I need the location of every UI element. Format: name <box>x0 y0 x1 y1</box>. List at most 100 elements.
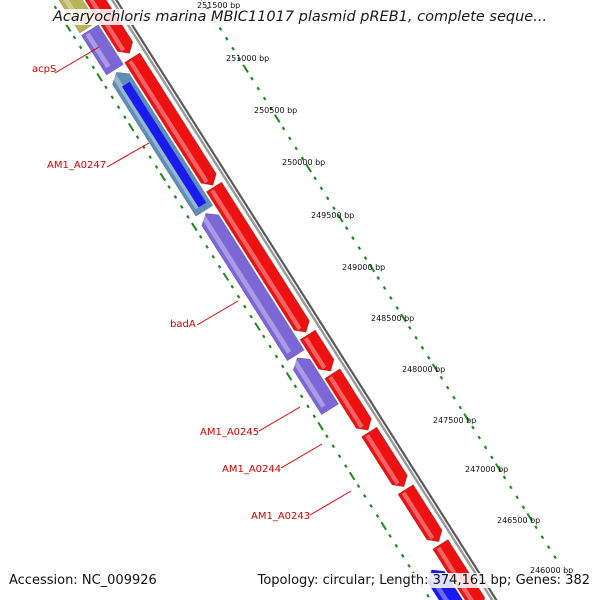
outer-tick-minor <box>256 86 261 91</box>
inner-tick-minor <box>293 384 298 389</box>
genes-value: 382 <box>565 573 590 588</box>
reverse-cds-am1-a0245 <box>292 357 339 416</box>
inner-tick-minor <box>135 135 140 140</box>
inner-tick-major <box>285 372 293 381</box>
position-label: 250000 bp <box>282 158 325 167</box>
inner-tick-minor <box>243 304 247 309</box>
gene-label: AM1_A0244 <box>222 464 281 475</box>
accession-info: Accession: NC_009926 <box>9 573 157 588</box>
inner-tick-minor <box>123 115 127 120</box>
outer-tick-minor <box>351 236 355 241</box>
outer-tick-minor <box>445 385 450 390</box>
outer-tick-minor <box>420 345 425 350</box>
forward-cds-7-highlight <box>401 491 435 540</box>
gene-label-leader <box>196 300 239 326</box>
accession-value: NC_009926 <box>81 573 157 588</box>
map-title: Acaryochloris marina MBIC11017 plasmid p… <box>0 9 600 25</box>
outer-tick-minor <box>250 76 254 81</box>
outer-tick-minor <box>477 435 482 440</box>
outer-tick-minor <box>344 226 349 231</box>
outer-tick-minor <box>325 196 330 201</box>
inner-tick-minor <box>211 254 216 259</box>
inner-tick-minor <box>325 434 329 439</box>
gene-label: AM1_A0243 <box>251 511 310 522</box>
outer-tick-minor <box>389 295 393 300</box>
forward-cds-5-highlight <box>328 376 364 429</box>
outer-tick-minor <box>471 425 475 430</box>
outer-tick-major <box>400 313 407 323</box>
inner-tick-minor <box>53 5 58 10</box>
outer-tick-minor <box>483 445 488 450</box>
outer-tick-minor <box>294 146 298 151</box>
outer-tick-minor <box>452 395 456 400</box>
outer-tick-minor <box>363 256 368 261</box>
outer-tick-major <box>305 164 313 173</box>
forward-cds-7 <box>397 484 443 543</box>
outer-tick-minor <box>357 246 362 251</box>
position-label: 248000 bp <box>402 365 445 374</box>
position-label: 246000 bp <box>530 566 573 575</box>
inner-tick-minor <box>299 394 304 399</box>
inner-tick-minor <box>261 334 266 339</box>
accession-label: Accession: <box>9 573 78 588</box>
gene-label-leader <box>280 443 323 469</box>
inner-tick-minor <box>312 414 317 419</box>
position-label: 246500 bp <box>497 516 540 525</box>
inner-tick-minor <box>91 65 96 70</box>
topology-value: circular <box>322 573 371 588</box>
position-label: 247500 bp <box>433 416 476 425</box>
outer-tick-minor <box>534 525 538 530</box>
inner-tick-minor <box>116 105 121 110</box>
inner-tick-major <box>348 471 356 481</box>
inner-tick-minor <box>331 444 336 449</box>
inner-tick-minor <box>167 185 171 189</box>
gene-labels: acpS AM1_A0247 badA AM1_A0245 AM1_A0244 AM1_A… <box>32 46 352 522</box>
outer-tick-minor <box>426 355 431 360</box>
outer-tick-major <box>526 512 534 522</box>
outer-tick-major <box>337 213 344 223</box>
inner-tick-minor <box>78 45 83 50</box>
outer-tick-minor <box>490 455 494 460</box>
inner-tick-minor <box>356 484 361 488</box>
position-label: 248500 bp <box>371 314 414 323</box>
position-labels: 251500 bp 251000 bp 250500 bp 250000 bp 2495… <box>197 1 573 575</box>
inner-tick-major <box>96 72 103 82</box>
inner-tick-minor <box>104 85 108 90</box>
reverse-cds-am1-a0245-highlight <box>293 360 326 408</box>
forward-cds-5 <box>324 368 372 431</box>
inner-tick-minor <box>205 244 209 249</box>
inner-tick-minor <box>217 264 222 269</box>
reverse-cds-acps <box>80 24 124 76</box>
gene-label-leader <box>309 490 352 516</box>
inner-tick-major <box>127 122 135 132</box>
inner-tick-minor <box>173 195 178 199</box>
outer-tick-minor <box>231 46 235 51</box>
forward-cds-4-highlight <box>303 337 327 370</box>
backbone-inner <box>115 0 498 600</box>
outer-tick-major <box>494 463 502 472</box>
gene-label-leader <box>106 142 150 168</box>
inner-tick-minor <box>375 514 380 518</box>
outer-tick-minor <box>332 206 336 211</box>
outer-tick-major <box>242 64 249 73</box>
outer-tick-minor <box>502 475 507 480</box>
reverse-cds-am1-a0247-core <box>122 81 207 208</box>
inner-tick-minor <box>344 464 348 469</box>
sequence-stats: Topology: circular; Length: 374,161 bp; … <box>257 573 590 588</box>
outer-tick-minor <box>218 26 223 31</box>
forward-cds-4 <box>299 329 335 372</box>
outer-tick-minor <box>414 335 418 340</box>
inner-tick-marks <box>53 5 430 598</box>
inner-tick-minor <box>337 454 342 459</box>
inner-tick-minor <box>148 155 152 160</box>
forward-cds-2 <box>124 52 217 186</box>
outer-tick-minor <box>313 176 317 181</box>
outer-tick-marks <box>200 0 557 560</box>
outer-tick-minor <box>515 495 519 500</box>
outer-tick-minor <box>521 505 526 510</box>
inner-tick-major <box>317 421 324 431</box>
position-label: 250500 bp <box>254 106 297 115</box>
position-label: 249500 bp <box>311 211 354 220</box>
inner-tick-minor <box>306 404 310 409</box>
inner-tick-minor <box>249 314 253 319</box>
